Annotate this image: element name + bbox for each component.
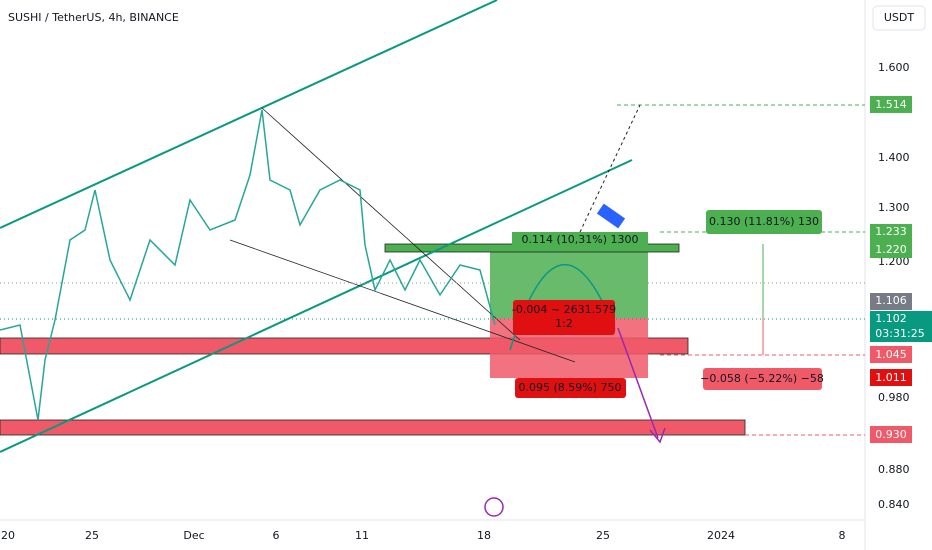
annotation: 0.095 (8.59%) 750 bbox=[518, 381, 621, 394]
chart-title: SUSHI / TetherUS, 4h, BINANCE bbox=[8, 11, 179, 24]
price-tag-label: 1.045 bbox=[875, 348, 907, 361]
price-tag bbox=[870, 369, 912, 386]
price-tag bbox=[870, 241, 912, 258]
price-tag bbox=[870, 311, 932, 342]
annotation: -0.004 ~ 2631.579 bbox=[512, 303, 616, 316]
price-tag bbox=[870, 293, 912, 310]
price-tag-label: 1.106 bbox=[875, 294, 907, 307]
price-tick: 1.200 bbox=[878, 255, 910, 268]
annotation: 1:2 bbox=[555, 317, 573, 330]
hammer-icon bbox=[596, 203, 626, 229]
arrow-head bbox=[649, 427, 666, 444]
drop-arrow bbox=[617, 327, 659, 439]
price-tick: 1.600 bbox=[878, 61, 910, 74]
price-tag bbox=[870, 96, 912, 113]
time-tick: 18 bbox=[477, 529, 491, 542]
annotation: 0.130 (11.81%) 130 bbox=[709, 215, 819, 228]
time-tick: 20 bbox=[1, 529, 15, 542]
currency-button[interactable] bbox=[872, 5, 926, 31]
price-tick: 1.400 bbox=[878, 151, 910, 164]
channel-lower bbox=[0, 159, 633, 453]
annotation: −0.058 (−5.22%) −58 bbox=[700, 372, 824, 385]
wedge-line bbox=[261, 107, 521, 341]
price-tag bbox=[870, 346, 912, 363]
price-tick: 1.300 bbox=[878, 201, 910, 214]
countdown: 03:31:25 bbox=[875, 327, 924, 340]
lightning-icon bbox=[484, 497, 504, 517]
annotation: 0.114 (10,31%) 1300 bbox=[521, 233, 638, 246]
price-tag-label: 1.233 bbox=[875, 225, 907, 238]
time-tick: 25 bbox=[85, 529, 99, 542]
price-tag-label: 1.220 bbox=[875, 243, 907, 256]
annotation-box bbox=[513, 300, 615, 335]
price-tag bbox=[870, 224, 912, 241]
annotation-box bbox=[515, 378, 626, 398]
price-tag-label: 0.930 bbox=[875, 428, 907, 441]
price-tag-label: 1.514 bbox=[875, 98, 907, 111]
time-tick: 11 bbox=[355, 529, 369, 542]
currency[interactable]: USDT bbox=[884, 11, 915, 24]
annotation-box bbox=[512, 232, 648, 248]
price-tick: 0.840 bbox=[878, 498, 910, 511]
price-tick: 0.880 bbox=[878, 463, 910, 476]
time-tick: 25 bbox=[596, 529, 610, 542]
annotation-box bbox=[703, 368, 822, 390]
price-tag-label: 1.102 bbox=[875, 312, 907, 325]
channel-upper bbox=[0, 0, 498, 229]
price-tag-label: 1.011 bbox=[875, 371, 907, 384]
time-tick: Dec bbox=[183, 529, 204, 542]
annotation-box bbox=[706, 210, 822, 234]
price-tag bbox=[870, 426, 912, 443]
wedge-line bbox=[229, 239, 576, 363]
price-tick: 0.980 bbox=[878, 391, 910, 404]
time-tick: 6 bbox=[273, 529, 280, 542]
time-tick: 8 bbox=[839, 529, 846, 542]
time-tick: 2024 bbox=[707, 529, 735, 542]
support-zone bbox=[0, 419, 746, 436]
price-trace bbox=[0, 109, 496, 421]
